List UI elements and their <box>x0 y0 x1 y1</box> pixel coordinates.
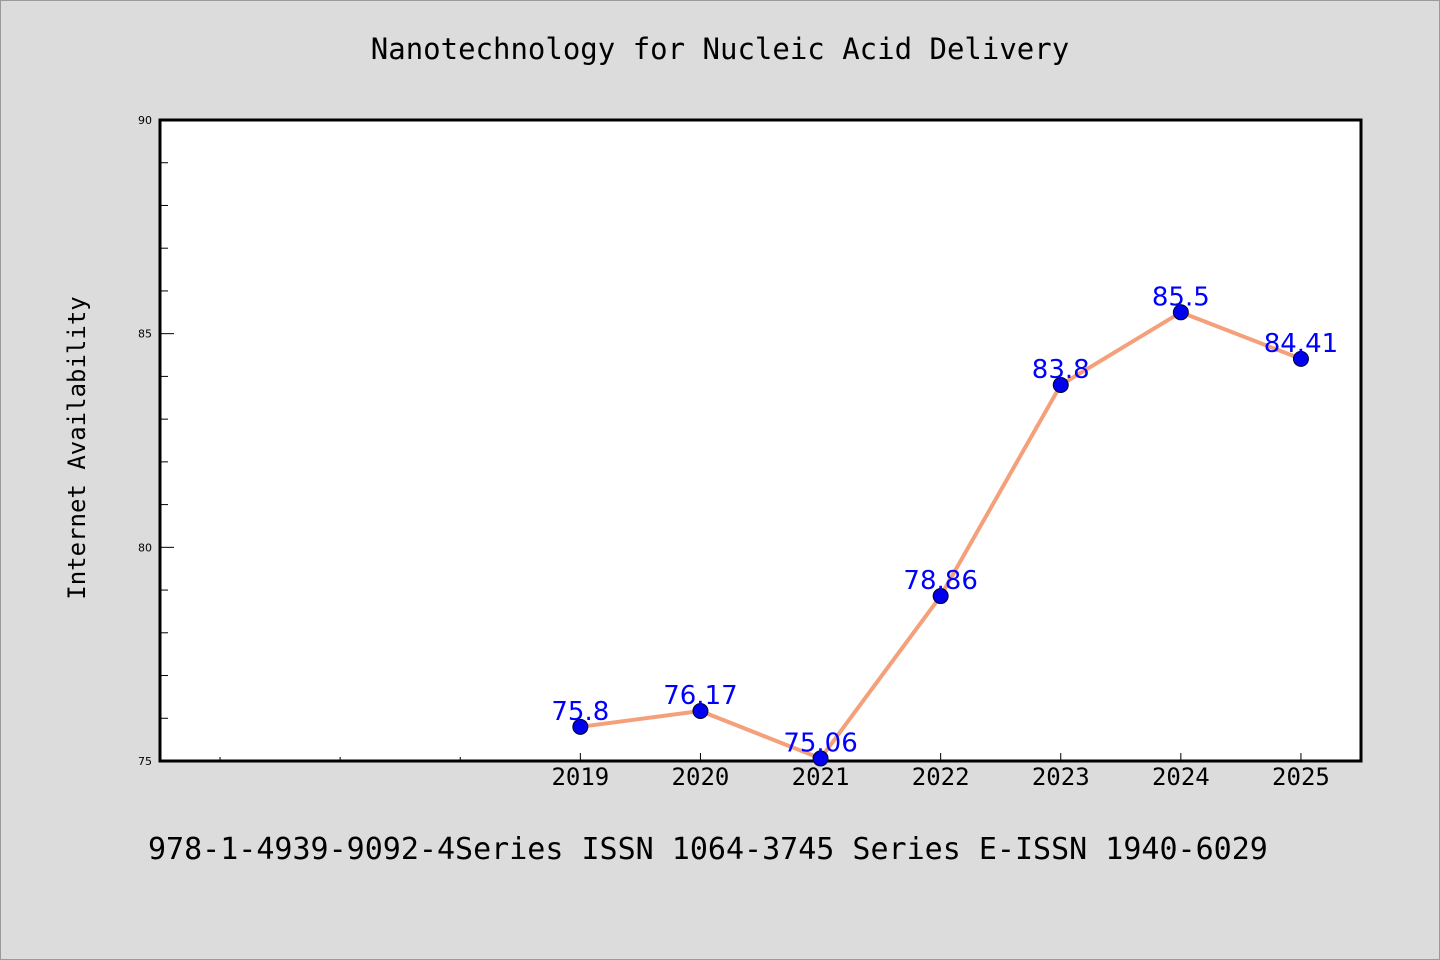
data-point <box>572 718 589 735</box>
data-point <box>692 703 709 720</box>
y-axis: 75 80 85 90 <box>138 114 174 768</box>
chart-title: Nanotechnology for Nucleic Acid Delivery <box>370 32 1070 66</box>
data-label: 75.06 <box>783 728 857 758</box>
data-label: 83.8 <box>1032 355 1090 385</box>
data-point <box>1172 304 1189 321</box>
data-point <box>1292 350 1309 367</box>
x-tick-label: 2020 <box>672 763 730 791</box>
x-tick-label: 2019 <box>551 763 609 791</box>
y-tick-label: 90 <box>138 114 152 127</box>
x-tick-label: 2022 <box>912 763 970 791</box>
y-tick-label: 80 <box>138 541 152 554</box>
data-point <box>932 588 949 605</box>
data-label: 85.5 <box>1152 282 1210 312</box>
x-axis: 2019 2020 2021 2022 2023 2024 2025 <box>219 753 1330 791</box>
x-tick-label: 2023 <box>1032 763 1090 791</box>
data-label: 75.8 <box>551 697 609 727</box>
x-tick-label: 2021 <box>792 763 850 791</box>
x-tick-label: 2025 <box>1272 763 1330 791</box>
y-tick-label: 75 <box>138 755 152 768</box>
footer-isbn-issn: 978-1-4939-9092-4Series ISSN 1064-3745 S… <box>148 832 1268 867</box>
data-label: 78.86 <box>903 566 977 596</box>
data-point <box>812 750 829 767</box>
data-label: 84.41 <box>1264 329 1338 359</box>
x-tick-label: 2024 <box>1152 763 1210 791</box>
y-tick-label: 85 <box>138 328 152 341</box>
data-label: 76.17 <box>663 681 737 711</box>
plot-area <box>158 118 1363 763</box>
y-axis-label: Internet Availability <box>63 296 91 599</box>
series-layer: 75.8 76.17 75.06 78.86 83.8 85.5 84.41 <box>551 282 1338 767</box>
data-point <box>1052 376 1069 393</box>
